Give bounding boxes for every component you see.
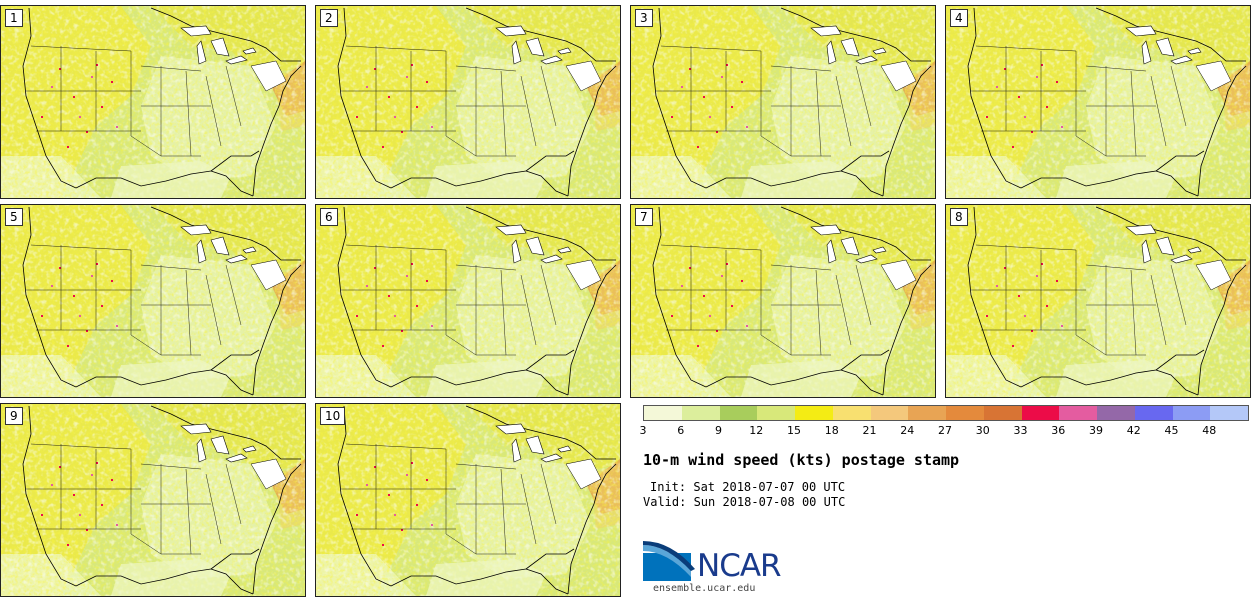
ensemble-panel-5: 5 [0,204,306,398]
wind-map [946,6,1250,198]
colorbar-tick-label: 30 [975,424,990,437]
ncar-wordmark: NCAR [697,548,782,584]
colorbar-tick-label: 33 [1013,424,1028,437]
colorbar-segment [1097,406,1135,420]
colorbar-tick-label: 27 [938,424,952,437]
colorbar-segment [795,406,833,420]
ensemble-panel-2: 2 [315,5,621,199]
wind-map [316,404,620,596]
panel-number: 10 [320,407,346,425]
ncar-logo-icon [643,541,695,581]
colorbar-tick-label: 21 [862,424,877,437]
panel-number: 4 [950,9,968,27]
ensemble-panel-6: 6 [315,204,621,398]
ensemble-panel-1: 1 [0,5,306,199]
ensemble-panel-8: 8 [945,204,1251,398]
colorbar-tick-label: 42 [1126,424,1141,437]
colorbar-segment [1059,406,1097,420]
panel-number: 5 [5,208,23,226]
site-url[interactable]: ensemble.ucar.edu [653,583,756,594]
colorbar-segment [1210,406,1248,420]
wind-map [1,6,305,198]
colorbar [643,405,1249,421]
panel-number: 9 [5,407,23,425]
colorbar-segment [1134,406,1173,420]
panel-number: 3 [635,9,653,27]
colorbar-segment [832,406,871,420]
wind-map [631,6,935,198]
colorbar-segment [1021,406,1060,420]
ensemble-panel-3: 3 [630,5,936,199]
wind-map [316,205,620,397]
colorbar-tick-label: 39 [1089,424,1103,437]
colorbar-segment [681,406,720,420]
colorbar-tick-label: 15 [787,424,801,437]
colorbar-segment [757,406,795,420]
init-time: Init: Sat 2018-07-07 00 UTC [650,480,846,494]
colorbar-segment [983,406,1022,420]
ensemble-panel-9: 9 [0,403,306,597]
plot-title: 10-m wind speed (kts) postage stamp [643,451,960,469]
wind-map [1,404,305,596]
ensemble-panel-4: 4 [945,5,1251,199]
wind-map [1,205,305,397]
colorbar-segment [1172,406,1211,420]
colorbar-tick-label: 36 [1051,424,1066,437]
colorbar-segment [870,406,909,420]
colorbar-tick-label: 3 [639,424,647,437]
colorbar-tick-label: 6 [677,424,685,437]
colorbar-segment [946,406,984,420]
colorbar-tick-label: 9 [715,424,722,437]
colorbar-segment [908,406,946,420]
panel-number: 2 [320,9,338,27]
wind-map [631,205,935,397]
panel-number: 1 [5,9,23,27]
ensemble-panel-10: 10 [315,403,621,597]
colorbar-ticks: 3 6 9 12 15 18 21 24 27 30 33 36 39 42 45 48 [639,424,1247,440]
colorbar-tick-label: 45 [1164,424,1179,437]
wind-map [946,205,1250,397]
ensemble-panel-7: 7 [630,204,936,398]
colorbar-segment [644,406,682,420]
colorbar-tick-label: 24 [900,424,915,437]
valid-time: Valid: Sun 2018-07-08 00 UTC [643,495,846,509]
panel-number: 7 [635,208,653,226]
colorbar-tick-label: 48 [1202,424,1217,437]
panel-number: 6 [320,208,338,226]
colorbar-tick-label: 18 [824,424,839,437]
panel-number: 8 [950,208,968,226]
colorbar-segment [719,406,758,420]
wind-map [316,6,620,198]
colorbar-tick-label: 12 [749,424,764,437]
